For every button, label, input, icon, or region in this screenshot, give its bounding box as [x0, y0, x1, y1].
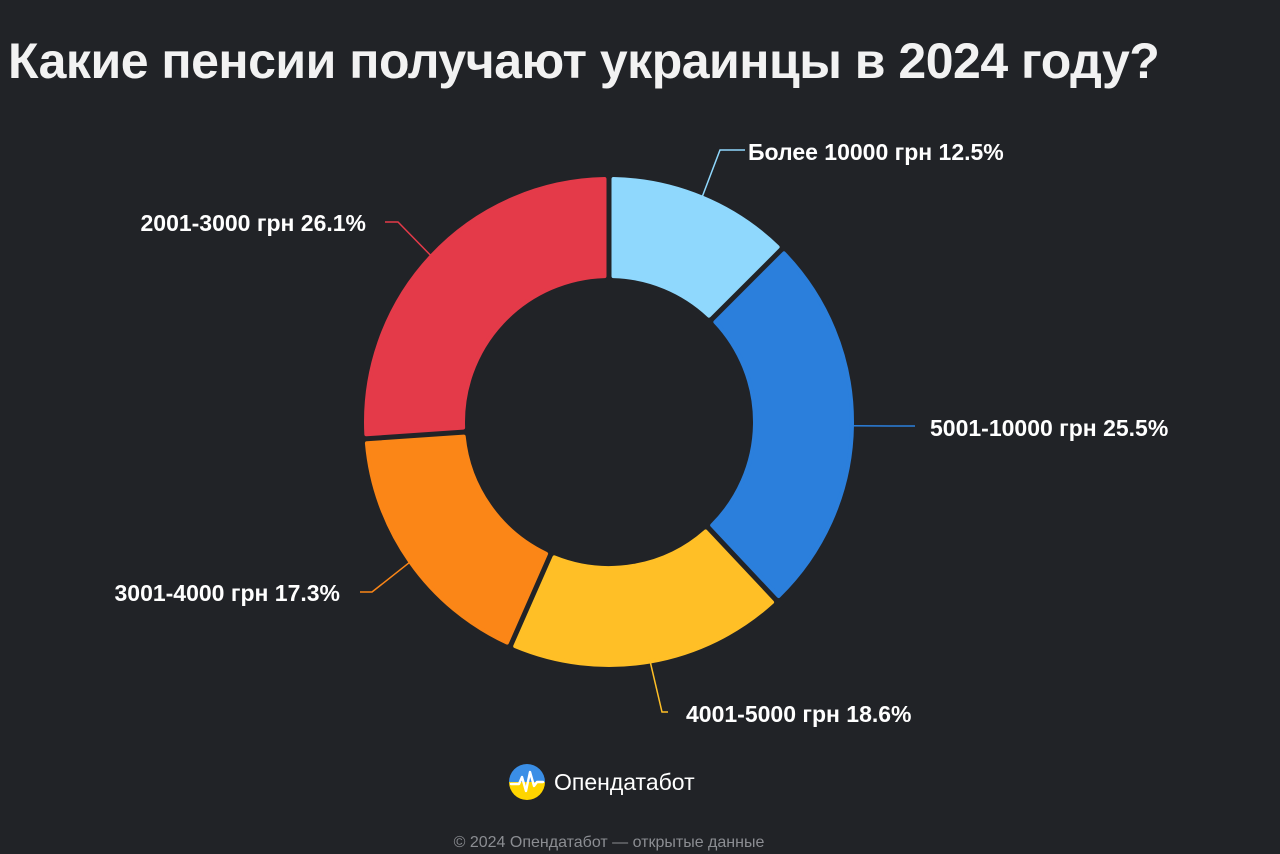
- leader-line-3: [360, 559, 413, 593]
- footer-copyright: © 2024 Опендатабот — открытые данные: [453, 834, 765, 851]
- brand-name: Опендатабот: [554, 768, 695, 795]
- slice-label-0: Более 10000 грн 12.5%: [748, 139, 1004, 165]
- brand: Опендатабот: [508, 762, 695, 802]
- leader-line-0: [700, 149, 745, 200]
- leader-line-2: [648, 659, 668, 713]
- slice-2: [513, 529, 775, 667]
- slice-label-3: 3001-4000 грн 17.3%: [114, 580, 340, 606]
- slice-label-4: 2001-3000 грн 26.1%: [140, 210, 366, 236]
- slice-0: [611, 177, 780, 318]
- leader-line-4: [385, 221, 434, 259]
- slice-3: [364, 434, 549, 645]
- slice-label-2: 4001-5000 грн 18.6%: [686, 701, 912, 727]
- chart-title: Какие пенсии получают украинцы в 2024 го…: [8, 33, 1160, 89]
- opendatabot-logo-icon: [509, 764, 545, 800]
- slice-label-1: 5001-10000 грн 25.5%: [930, 415, 1168, 441]
- slice-4: [364, 177, 607, 437]
- slice-1: [710, 251, 854, 599]
